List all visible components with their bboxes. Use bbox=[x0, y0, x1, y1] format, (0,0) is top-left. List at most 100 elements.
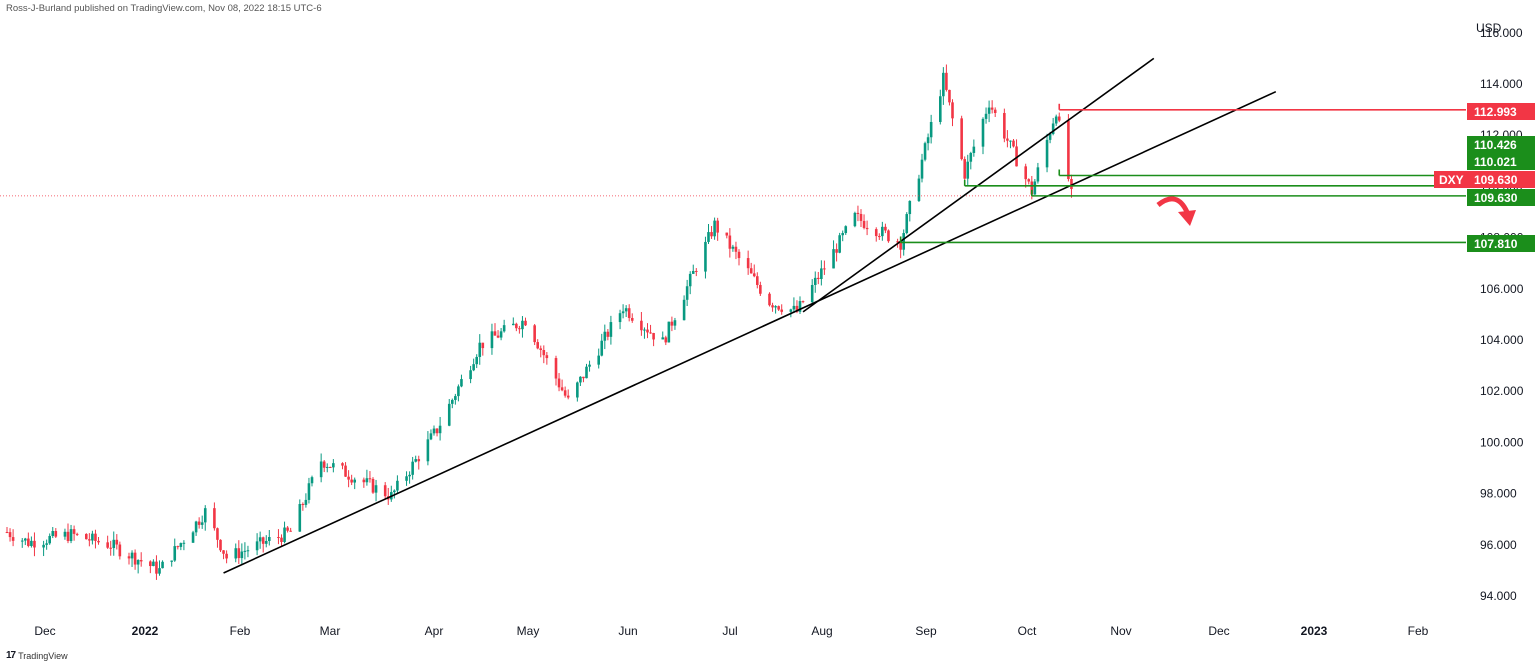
candle-body bbox=[725, 232, 729, 236]
candle bbox=[691, 264, 695, 275]
candle-body bbox=[795, 305, 799, 312]
y-tick-label: 106.000 bbox=[1480, 282, 1524, 296]
candle-body bbox=[512, 323, 515, 326]
candle bbox=[923, 141, 927, 162]
candle bbox=[234, 543, 238, 563]
candle-body bbox=[820, 268, 823, 279]
price-tag-text: 110.021 bbox=[1474, 155, 1517, 169]
candle bbox=[716, 217, 719, 241]
candle bbox=[155, 555, 158, 580]
candle bbox=[981, 117, 985, 155]
candle-body bbox=[350, 479, 353, 483]
candle-body bbox=[371, 478, 375, 493]
candle-body bbox=[545, 355, 549, 359]
candle bbox=[512, 317, 515, 326]
candle bbox=[243, 542, 247, 560]
candle bbox=[670, 316, 674, 332]
candle-body bbox=[197, 521, 201, 525]
candle bbox=[554, 355, 558, 386]
candle-body bbox=[85, 533, 88, 540]
candle-body bbox=[1033, 181, 1037, 195]
candle-body bbox=[1057, 116, 1061, 121]
candle bbox=[97, 536, 100, 545]
candle bbox=[502, 319, 506, 333]
candle bbox=[139, 552, 143, 567]
candle bbox=[1024, 163, 1027, 188]
candle bbox=[42, 540, 45, 557]
candle bbox=[518, 325, 521, 334]
candle-body bbox=[588, 364, 591, 367]
candle-body bbox=[874, 229, 878, 237]
candle-body bbox=[539, 348, 543, 351]
candle bbox=[734, 241, 738, 260]
price-tag-text: 112.993 bbox=[1474, 105, 1517, 119]
candle bbox=[563, 386, 567, 398]
candle-body bbox=[646, 329, 649, 333]
candle bbox=[600, 333, 604, 357]
candle-body bbox=[963, 159, 966, 179]
candle-body bbox=[768, 293, 771, 306]
x-tick-label: Dec bbox=[34, 624, 55, 638]
candle-body bbox=[960, 118, 963, 160]
candle-body bbox=[664, 337, 668, 343]
candle bbox=[329, 466, 332, 468]
candle bbox=[597, 348, 600, 369]
candle-body bbox=[435, 428, 439, 434]
candle bbox=[408, 471, 411, 484]
candle bbox=[737, 249, 741, 266]
candle bbox=[1015, 139, 1018, 167]
candle-body bbox=[640, 320, 643, 331]
candle-body bbox=[661, 337, 665, 340]
tradingview-brand: TradingView bbox=[18, 650, 68, 661]
candle bbox=[874, 227, 878, 242]
candle bbox=[1067, 114, 1070, 182]
candle-body bbox=[203, 508, 207, 523]
candle-body bbox=[353, 479, 356, 483]
tradingview-logo-icon: 17 bbox=[6, 650, 16, 661]
candle-body bbox=[887, 230, 890, 242]
candle bbox=[457, 384, 460, 402]
candle-body bbox=[1024, 166, 1027, 180]
candle-body bbox=[630, 317, 634, 321]
candle-body bbox=[1051, 123, 1055, 135]
candle-body bbox=[554, 358, 558, 379]
candle-body bbox=[734, 246, 738, 252]
candle bbox=[576, 381, 579, 402]
candle bbox=[438, 416, 442, 441]
candle-body bbox=[862, 220, 866, 228]
candle bbox=[136, 559, 140, 574]
price-tag-text: 107.810 bbox=[1474, 237, 1518, 251]
candle bbox=[817, 271, 820, 285]
candle bbox=[191, 530, 195, 543]
candle bbox=[454, 393, 457, 405]
candle-body bbox=[460, 379, 463, 387]
x-tick-label: 2022 bbox=[132, 624, 159, 638]
candle bbox=[24, 537, 27, 546]
candle bbox=[213, 502, 216, 531]
candle bbox=[801, 300, 805, 304]
candle-body bbox=[774, 306, 777, 308]
candle-body bbox=[301, 504, 305, 506]
arrow-shaft bbox=[1156, 196, 1190, 214]
price-tag-110.021: 110.021 bbox=[1467, 153, 1535, 170]
candle-body bbox=[200, 522, 204, 525]
candle-body bbox=[1003, 112, 1006, 139]
symbol-price-tag: DXY 109.630 bbox=[1434, 171, 1535, 188]
candle bbox=[688, 271, 692, 295]
candle-body bbox=[737, 251, 741, 259]
candle-body bbox=[69, 529, 73, 542]
candle-body bbox=[582, 376, 585, 379]
candle bbox=[460, 374, 463, 388]
candle-body bbox=[731, 246, 735, 249]
candle-body bbox=[832, 249, 835, 269]
candle bbox=[856, 205, 860, 222]
candle-body bbox=[139, 560, 143, 562]
candle bbox=[887, 229, 890, 243]
candle-body bbox=[414, 459, 417, 462]
candle-body bbox=[609, 322, 613, 337]
candle-body bbox=[939, 96, 942, 122]
candle-body bbox=[261, 537, 265, 544]
candle-body bbox=[457, 386, 460, 397]
candle-body bbox=[396, 480, 399, 491]
